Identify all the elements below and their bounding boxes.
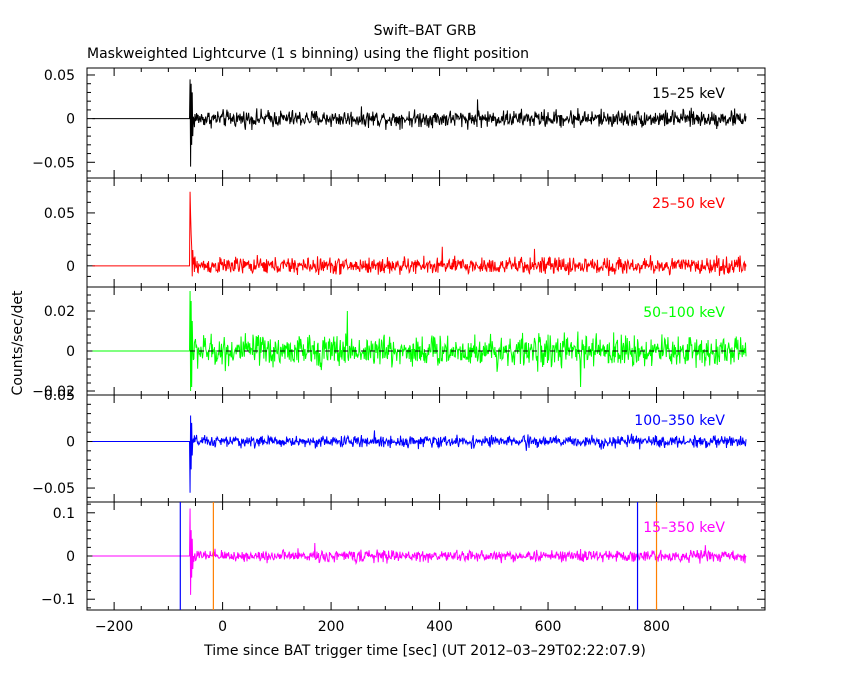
y-tick-label: −0.02 (32, 384, 75, 400)
panel-5: 0.1 0 −0.1 −200 0 200 400 600 800 15–350 keV (41, 501, 766, 635)
x-axis-label: Time since BAT trigger time [sec] (UT 20… (203, 643, 646, 659)
figure-title: Swift–BAT GRB (374, 23, 477, 39)
x-tick-label: −200 (95, 619, 133, 635)
panel-1: 0.05 0 −0.05 15–25 keV (32, 67, 766, 179)
panel-frame (86, 286, 766, 396)
panel-2: 0.05 0 25–50 keV (44, 177, 766, 288)
x-tick-label: 800 (643, 619, 670, 635)
x-tick-label: 400 (426, 619, 453, 635)
x-tick-label: 0 (218, 619, 227, 635)
series-label: 15–350 keV (643, 520, 725, 536)
series-label: 15–25 keV (652, 86, 725, 102)
panel-4: 0.05 0 −0.05 100–350 keV (32, 388, 766, 503)
y-tick-label: 0 (66, 344, 75, 360)
panels-group: 0.05 0 −0.05 15–25 keV 0.05 0 25–50 keV 0.02 0 −0… (32, 67, 766, 635)
series-label: 25–50 keV (652, 196, 725, 212)
series-line (92, 79, 747, 167)
y-tick-label: 0 (66, 549, 75, 565)
y-tick-label: 0.05 (44, 206, 75, 222)
panel-frame (86, 394, 766, 503)
figure-subtitle: Maskweighted Lightcurve (1 s binning) us… (87, 46, 529, 62)
x-tick-label: 600 (535, 619, 562, 635)
series-line (92, 191, 747, 277)
y-tick-label: −0.05 (32, 155, 75, 171)
y-tick-label: 0.05 (44, 388, 75, 404)
y-tick-label: −0.05 (32, 481, 75, 497)
series-label: 100–350 keV (634, 413, 725, 429)
x-tick-label: 200 (318, 619, 345, 635)
series-line (92, 508, 747, 595)
y-tick-label: 0 (66, 435, 75, 451)
series-label: 50–100 keV (643, 305, 725, 321)
series-line (92, 415, 747, 493)
panel-frame (86, 177, 766, 288)
panel-frame (86, 67, 766, 179)
y-axis-label: Counts/sec/det (10, 290, 26, 395)
y-tick-label: 0.05 (44, 68, 75, 84)
y-tick-label: −0.1 (41, 592, 75, 608)
y-tick-label: 0.1 (53, 506, 75, 522)
y-tick-label: 0 (66, 259, 75, 275)
y-tick-label: 0 (66, 112, 75, 128)
panel-3: 0.02 0 −0.02 50–100 keV (32, 286, 766, 400)
y-tick-label: 0.02 (44, 304, 75, 320)
